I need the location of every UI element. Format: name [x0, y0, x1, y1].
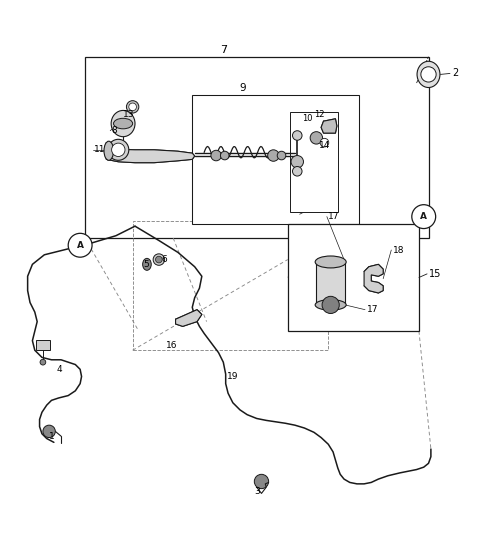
Bar: [132, 222, 328, 350]
Ellipse shape: [143, 258, 151, 270]
Circle shape: [153, 254, 165, 266]
Text: 11: 11: [95, 146, 106, 154]
Ellipse shape: [315, 300, 346, 310]
Bar: [85, 57, 429, 238]
Text: 5: 5: [144, 260, 149, 269]
Bar: [36, 340, 49, 350]
Polygon shape: [107, 143, 195, 163]
Circle shape: [112, 143, 125, 156]
Text: 8: 8: [111, 126, 117, 135]
Bar: [316, 262, 345, 305]
Text: 18: 18: [393, 245, 404, 255]
Text: 17: 17: [328, 212, 340, 221]
Text: 1: 1: [48, 432, 54, 440]
Text: A: A: [77, 241, 84, 250]
Text: 7: 7: [220, 45, 227, 55]
Circle shape: [68, 233, 92, 257]
Text: 6: 6: [161, 255, 167, 264]
Circle shape: [291, 155, 303, 168]
Ellipse shape: [315, 256, 346, 268]
Circle shape: [277, 151, 286, 160]
Circle shape: [43, 425, 55, 438]
Bar: [288, 224, 419, 331]
Circle shape: [421, 67, 436, 82]
Polygon shape: [364, 264, 383, 293]
Text: 2: 2: [452, 68, 458, 78]
Text: 19: 19: [227, 372, 239, 381]
Circle shape: [412, 205, 436, 229]
Bar: [290, 112, 338, 212]
Text: 17: 17: [366, 305, 378, 314]
Text: 10: 10: [302, 114, 312, 123]
Circle shape: [126, 100, 139, 113]
Text: 9: 9: [239, 83, 246, 93]
Ellipse shape: [114, 118, 132, 129]
Text: 15: 15: [429, 269, 441, 279]
Circle shape: [108, 140, 129, 160]
Text: 13: 13: [123, 110, 134, 118]
Circle shape: [292, 131, 302, 140]
Circle shape: [211, 150, 221, 161]
Text: 3: 3: [254, 488, 260, 496]
Circle shape: [320, 138, 329, 147]
Text: 12: 12: [314, 110, 324, 118]
Ellipse shape: [104, 141, 114, 160]
Circle shape: [310, 131, 323, 144]
Text: 4: 4: [56, 365, 62, 374]
Ellipse shape: [417, 61, 440, 87]
Circle shape: [268, 150, 279, 161]
Circle shape: [254, 475, 269, 489]
Polygon shape: [321, 119, 337, 133]
Bar: [192, 95, 360, 224]
Text: A: A: [420, 212, 427, 221]
Circle shape: [322, 296, 339, 313]
Ellipse shape: [111, 110, 135, 137]
Circle shape: [129, 103, 136, 111]
Text: 14: 14: [319, 141, 330, 149]
Circle shape: [292, 167, 302, 176]
Circle shape: [40, 359, 46, 365]
Circle shape: [156, 256, 162, 263]
Circle shape: [220, 151, 229, 160]
Text: 16: 16: [166, 341, 178, 350]
Polygon shape: [176, 310, 202, 326]
